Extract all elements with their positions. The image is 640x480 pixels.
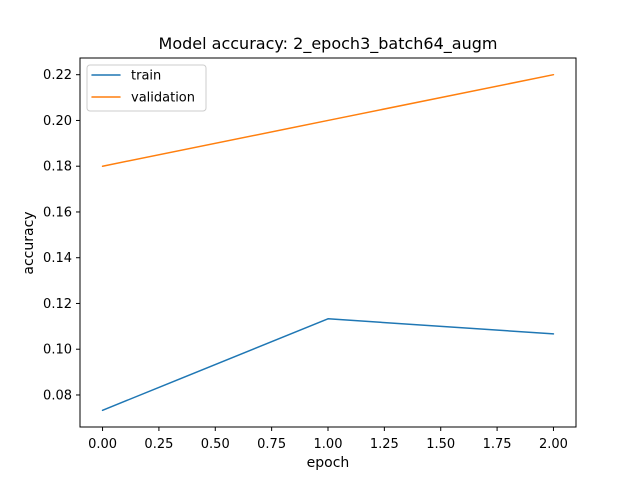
legend-label-validation: validation [131, 91, 195, 106]
legend-box [86, 64, 207, 112]
y-tick-label-6: 0.20 [43, 114, 72, 129]
x-tick-label-3: 0.75 [257, 437, 286, 452]
x-tick-label-1: 0.25 [144, 437, 173, 452]
y-tick-label-0: 0.08 [43, 388, 72, 403]
y-tick-label-1: 0.10 [43, 343, 72, 358]
x-tick-label-6: 1.50 [426, 437, 455, 452]
x-tick-label-4: 1.00 [314, 437, 343, 452]
y-axis-ticks: 0.08 0.10 0.12 0.14 0.16 0.18 0.20 0.22 [43, 68, 80, 403]
y-tick-label-5: 0.18 [43, 160, 72, 175]
legend-items: train validation [91, 69, 195, 106]
x-axis-ticks: 0.00 0.25 0.50 0.75 1.00 1.25 1.50 1.75 2.00 [88, 427, 568, 452]
chart-title: Model accuracy: 2_epoch3_batch64_augm [159, 34, 498, 54]
y-tick-label-7: 0.22 [43, 68, 72, 83]
series-line-validation [101, 73, 555, 167]
legend-label-train: train [131, 69, 161, 84]
x-axis-label: epoch [307, 455, 350, 471]
x-tick-label-5: 1.25 [370, 437, 399, 452]
y-tick-label-3: 0.14 [43, 251, 72, 266]
series-line-train [101, 318, 555, 412]
legend: train validation [86, 64, 207, 112]
plot-area [80, 58, 576, 427]
y-tick-label-4: 0.16 [43, 205, 72, 220]
x-tick-label-7: 1.75 [483, 437, 512, 452]
x-tick-label-0: 0.00 [88, 437, 117, 452]
y-tick-label-2: 0.12 [43, 297, 72, 312]
x-tick-label-8: 2.00 [539, 437, 568, 452]
series-layer [101, 73, 555, 412]
y-axis-label: accuracy [21, 211, 37, 274]
x-tick-label-2: 0.50 [201, 437, 230, 452]
